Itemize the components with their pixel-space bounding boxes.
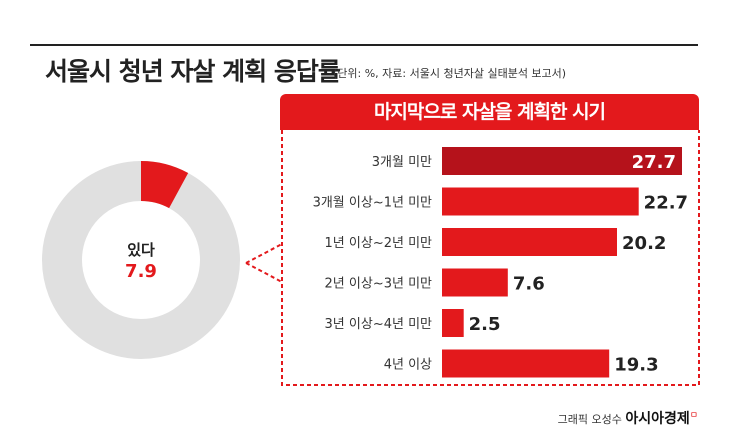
bar [442,268,508,297]
bar [442,147,682,175]
donut-rest-ring [42,161,240,359]
bar [442,228,617,256]
brand-logo: 아시아경제 [625,411,690,427]
chart-title: 서울시 청년 자살 계획 응답률 [45,57,341,86]
bar-category-label: 3년 이상~4년 미만 [325,317,432,332]
bar-category-label: 2년 이상~3년 미만 [325,277,432,292]
bar [442,309,464,337]
donut-slice-yes [141,161,189,209]
bar-value-label: 19.3 [614,355,658,376]
brand-mark: ㅁ [689,411,698,421]
bar-category-label: 3개월 미만 [372,155,432,170]
top-rule [30,44,698,46]
bar [442,349,610,378]
bar-category-label: 1년 이상~2년 미만 [325,236,432,251]
donut-connector [245,243,283,283]
bar-value-label: 22.7 [644,193,688,214]
donut-value: 7.9 [125,261,157,282]
footer-credit: 그래픽 오성수 아시아경제ㅁ [558,408,698,428]
bar-group: 3개월 미만 27.7 3개월 이상~1년 미만 22.7 1년 이상~2년 미만 20.… [313,147,688,378]
panel-title: 마지막으로 자살을 계획한 시기 [373,101,606,123]
chart-subtitle: (단위: %, 자료: 서울시 청년자살 실태분석 보고서) [333,67,567,80]
bar-category-label: 3개월 이상~1년 미만 [313,196,432,211]
bar-value-label: 27.7 [632,152,676,173]
donut-label: 있다 [127,241,155,259]
bar-category-label: 4년 이상 [384,358,432,373]
panel-header: 마지막으로 자살을 계획한 시기 [280,94,699,130]
credit-text: 그래픽 오성수 [557,413,622,426]
bar [442,187,639,216]
bar-value-label: 7.6 [513,274,545,295]
panel-dashed-frame [281,130,700,386]
bar-value-label: 20.2 [622,233,666,254]
bar-value-label: 2.5 [469,314,501,335]
